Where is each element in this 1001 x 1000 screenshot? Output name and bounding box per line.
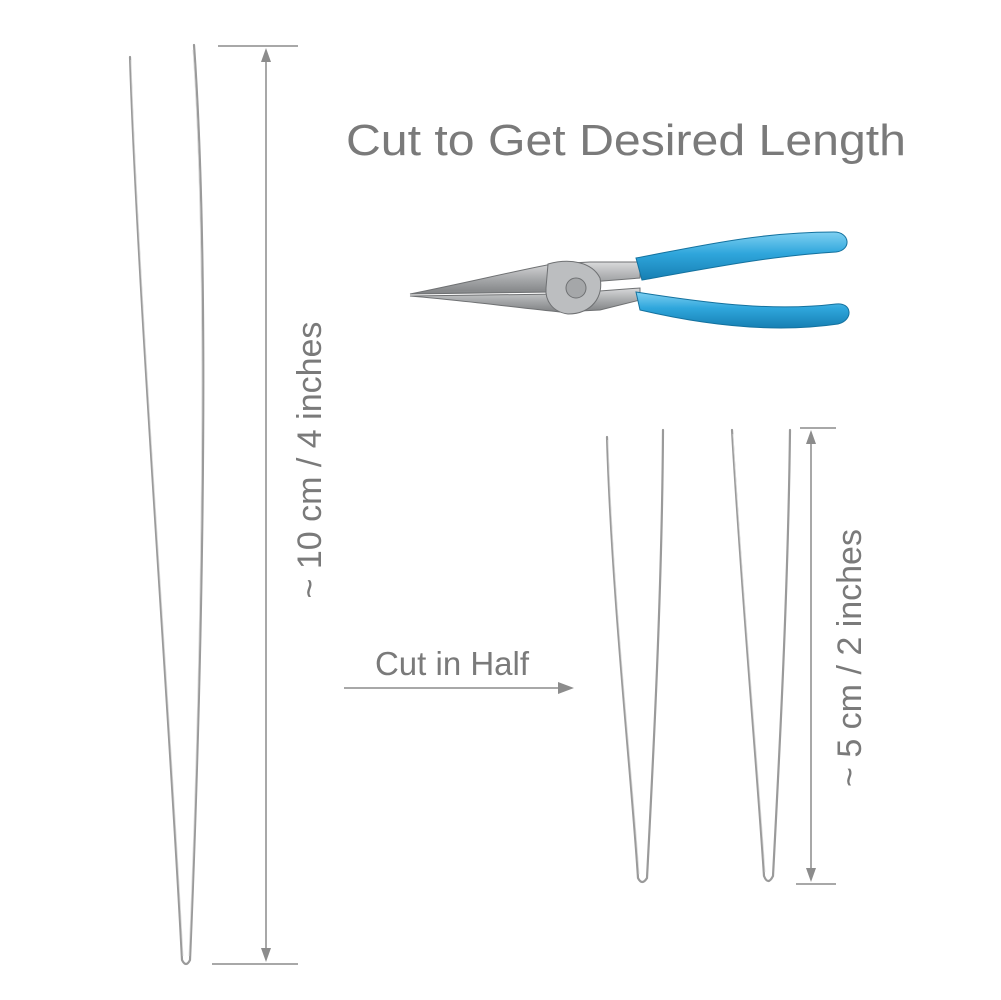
- long-needle-wire: [128, 43, 205, 966]
- short-dimension-label: ~ 5 cm / 2 inches: [831, 529, 869, 787]
- cut-in-half-label: Cut in Half: [375, 645, 530, 682]
- short-dimension-marker: [796, 427, 836, 885]
- long-needle: [128, 43, 205, 966]
- pliers-lower-handle: [635, 291, 850, 329]
- right-arrow-icon: [344, 682, 574, 694]
- pliers-icon: [409, 231, 850, 329]
- page-heading: Cut to Get Desired Length: [346, 116, 906, 165]
- long-dimension-marker: [212, 45, 298, 965]
- short-needle-2: [730, 428, 792, 883]
- long-dimension-label: ~ 10 cm / 4 inches: [291, 322, 329, 599]
- short-needle-1: [605, 428, 665, 884]
- pliers-upper-handle: [635, 231, 848, 281]
